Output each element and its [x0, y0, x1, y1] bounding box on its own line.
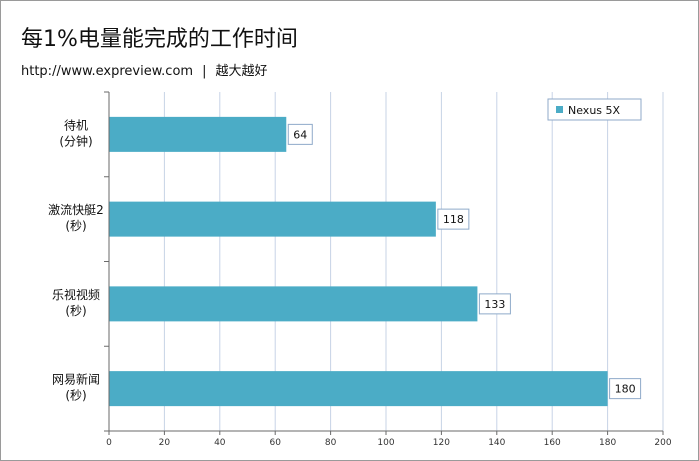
category-label: 激流快艇2 (秒): [48, 203, 104, 233]
legend-label: Nexus 5X: [568, 104, 621, 117]
data-label-box: [478, 293, 511, 315]
x-tick-label: 0: [106, 438, 112, 448]
site-url: http://www.expreview.com: [21, 64, 194, 79]
category-label-line: 网易新闻: [52, 372, 100, 387]
bar: [109, 201, 436, 237]
data-label-box: [287, 123, 313, 145]
data-label-box: [437, 208, 470, 230]
data-label-box: [609, 378, 642, 400]
subtitle-separator: |: [202, 64, 207, 79]
category-label-line: (秒): [65, 389, 86, 403]
legend-swatch: [556, 106, 563, 113]
x-tick-label: 180: [599, 438, 616, 448]
bar: [109, 286, 478, 322]
x-tick-label: 100: [377, 438, 394, 448]
x-tick-label: 20: [159, 438, 171, 448]
x-tick-label: 140: [488, 438, 505, 448]
x-tick-label: 120: [433, 438, 450, 448]
data-label: 180: [615, 383, 636, 396]
data-label: 118: [443, 213, 464, 226]
category-label-line: 待机: [64, 118, 88, 132]
category-label-line: 激流快艇2: [48, 203, 104, 217]
data-label: 133: [484, 298, 505, 311]
data-label: 64: [293, 128, 307, 141]
category-label: 乐视视频 (秒): [52, 287, 100, 318]
category-label-line: (秒): [65, 219, 86, 233]
x-tick-label: 80: [325, 438, 337, 448]
category-label-line: (秒): [65, 304, 86, 318]
chart-title: 每1%电量能完成的工作时间: [21, 27, 298, 52]
x-tick-label: 40: [214, 438, 226, 448]
bar: [109, 371, 608, 407]
category-label-line: (分钟): [59, 133, 92, 148]
x-tick-label: 160: [544, 438, 561, 448]
bar: [109, 116, 287, 152]
x-tick-label: 60: [269, 438, 281, 448]
category-label: 网易新闻 (秒): [52, 372, 100, 403]
slogan: 越大越好: [215, 64, 268, 79]
legend-box: [547, 98, 642, 121]
category-label: 待机(分钟): [59, 118, 92, 148]
category-label-line: 乐视视频: [52, 287, 100, 302]
x-tick-label: 200: [654, 438, 671, 448]
chart-subtitle: http://www.expreview.com | 越大越好: [21, 60, 267, 79]
